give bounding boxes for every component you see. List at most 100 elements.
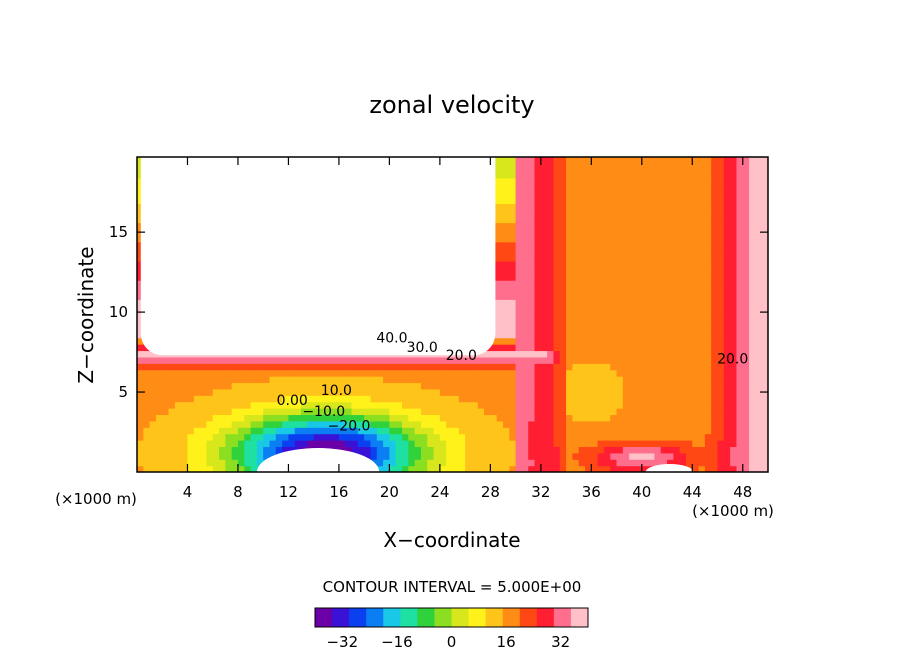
heatmap-cell xyxy=(654,331,662,339)
heatmap-cell xyxy=(502,388,510,396)
heatmap-cell xyxy=(219,414,226,422)
heatmap-cell xyxy=(282,420,290,428)
heatmap-cell xyxy=(326,382,334,390)
heatmap-cell xyxy=(723,203,731,211)
heatmap-cell xyxy=(187,408,195,416)
heatmap-cell xyxy=(534,312,542,320)
heatmap-cell xyxy=(622,273,630,281)
heatmap-cell xyxy=(187,414,195,422)
heatmap-cell xyxy=(723,292,731,300)
heatmap-cell xyxy=(420,459,428,467)
heatmap-cell xyxy=(749,356,756,364)
heatmap-cell xyxy=(654,280,662,288)
heatmap-cell xyxy=(515,344,523,352)
heatmap-cell xyxy=(660,350,668,358)
heatmap-cell xyxy=(219,433,226,441)
heatmap-cell xyxy=(193,382,201,390)
heatmap-cell xyxy=(641,267,649,275)
heatmap-cell xyxy=(723,228,731,236)
heatmap-cell xyxy=(692,235,700,243)
heatmap-cell xyxy=(591,196,599,204)
heatmap-cell xyxy=(711,376,719,384)
heatmap-cell xyxy=(168,427,176,435)
heatmap-cell xyxy=(698,267,706,275)
heatmap-cell xyxy=(723,164,731,172)
heatmap-cell xyxy=(635,318,643,326)
heatmap-cell xyxy=(610,177,618,185)
heatmap-cell xyxy=(660,433,668,441)
heatmap-cell xyxy=(591,388,599,396)
heatmap-cell xyxy=(591,459,599,467)
heatmap-cell xyxy=(231,459,239,467)
heatmap-cell xyxy=(200,369,208,377)
heatmap-cell xyxy=(559,363,567,371)
heatmap-cell xyxy=(679,427,687,435)
heatmap-cell xyxy=(502,203,510,211)
heatmap-cell xyxy=(364,420,372,428)
heatmap-cell xyxy=(616,440,624,448)
heatmap-cell xyxy=(332,440,340,448)
heatmap-cell xyxy=(603,273,611,281)
heatmap-cell xyxy=(553,209,561,217)
heatmap-cell xyxy=(496,184,504,192)
heatmap-cell xyxy=(509,440,517,448)
heatmap-cell xyxy=(219,459,226,467)
heatmap-cell xyxy=(685,459,693,467)
heatmap-cell xyxy=(685,401,693,409)
heatmap-cell xyxy=(667,331,674,339)
heatmap-cell xyxy=(591,363,599,371)
heatmap-cell xyxy=(730,440,738,448)
heatmap-cell xyxy=(477,401,485,409)
heatmap-cell xyxy=(389,369,397,377)
heatmap-cell xyxy=(540,427,548,435)
heatmap-cell xyxy=(553,440,561,448)
heatmap-cell xyxy=(446,401,454,409)
heatmap-cell xyxy=(692,248,700,256)
heatmap-cell xyxy=(648,318,656,326)
heatmap-cell xyxy=(736,196,744,204)
heatmap-cell xyxy=(679,158,687,166)
heatmap-cell xyxy=(749,446,756,454)
heatmap-cell xyxy=(585,158,592,166)
heatmap-cell xyxy=(496,157,504,160)
heatmap-cell xyxy=(137,280,144,288)
heatmap-cell xyxy=(540,280,548,288)
heatmap-cell xyxy=(679,420,687,428)
heatmap-cell xyxy=(679,324,687,332)
heatmap-cell xyxy=(742,344,750,352)
heatmap-cell xyxy=(736,356,744,364)
heatmap-cell xyxy=(723,324,731,332)
heatmap-cell xyxy=(515,273,523,281)
heatmap-cell xyxy=(603,267,611,275)
heatmap-cell xyxy=(629,452,637,460)
heatmap-cell xyxy=(749,235,756,243)
heatmap-cell xyxy=(496,248,504,256)
heatmap-cell xyxy=(761,254,768,262)
heatmap-cell xyxy=(660,177,668,185)
heatmap-cell xyxy=(597,228,605,236)
heatmap-cell xyxy=(288,401,296,409)
heatmap-cell xyxy=(420,408,428,416)
heatmap-cell xyxy=(307,356,315,364)
heatmap-cell xyxy=(200,408,208,416)
heatmap-cell xyxy=(439,446,447,454)
heatmap-cell xyxy=(149,401,157,409)
heatmap-cell xyxy=(742,216,750,224)
heatmap-cell xyxy=(723,350,731,358)
heatmap-cell xyxy=(458,427,466,435)
heatmap-cell xyxy=(578,196,586,204)
heatmap-cell xyxy=(250,382,258,390)
heatmap-cell xyxy=(610,209,618,217)
heatmap-cell xyxy=(610,344,618,352)
heatmap-cell xyxy=(231,446,239,454)
heatmap-cell xyxy=(559,286,567,294)
heatmap-cell xyxy=(553,248,561,256)
heatmap-cell xyxy=(547,376,555,384)
heatmap-cell xyxy=(578,395,586,403)
heatmap-cell xyxy=(528,280,536,288)
heatmap-cell xyxy=(547,248,555,256)
heatmap-cell xyxy=(547,299,555,307)
heatmap-cell xyxy=(509,292,517,300)
heatmap-cell xyxy=(641,280,649,288)
heatmap-cell xyxy=(547,267,555,275)
